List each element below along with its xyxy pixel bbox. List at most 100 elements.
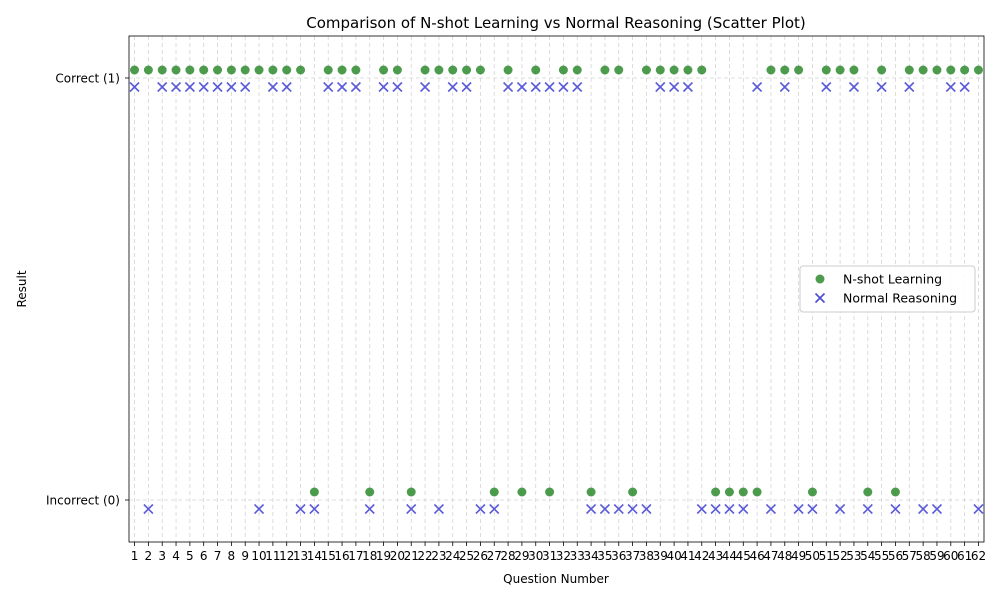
x-tick-label: 33 — [570, 549, 585, 563]
normal-reasoning-point — [226, 81, 237, 93]
x-tick-label: 3 — [158, 549, 166, 563]
x-tick-label: 37 — [625, 549, 640, 563]
x-tick-label: 17 — [348, 549, 363, 563]
normal-reasoning-point — [572, 81, 583, 93]
normal-reasoning-point — [530, 81, 541, 93]
normal-reasoning-point — [779, 81, 790, 93]
x-tick-label: 51 — [819, 549, 834, 563]
normal-reasoning-point — [682, 81, 693, 93]
normal-reasoning-point — [669, 81, 680, 93]
x-tick-label: 18 — [362, 549, 377, 563]
normal-reasoning-point — [475, 503, 486, 515]
n-shot-point — [545, 487, 555, 497]
n-shot-point — [849, 65, 859, 75]
normal-reasoning-point — [973, 503, 984, 515]
normal-reasoning-point — [184, 81, 195, 93]
n-shot-point — [558, 65, 568, 75]
n-shot-point — [683, 65, 693, 75]
x-tick-label: 16 — [334, 549, 349, 563]
plot-area-frame — [128, 35, 985, 543]
normal-reasoning-point — [503, 81, 514, 93]
n-shot-point — [641, 65, 651, 75]
x-tick-label: 6 — [200, 549, 208, 563]
n-shot-point — [973, 65, 983, 75]
normal-reasoning-point — [876, 81, 887, 93]
n-shot-point — [226, 65, 236, 75]
n-shot-point — [531, 65, 541, 75]
x-tick-label: 22 — [417, 549, 432, 563]
normal-reasoning-point — [267, 81, 278, 93]
x-tick-label: 26 — [473, 549, 488, 563]
n-shot-point — [669, 65, 679, 75]
normal-reasoning-point — [516, 81, 527, 93]
n-shot-point — [628, 487, 638, 497]
normal-reasoning-point — [240, 81, 251, 93]
n-shot-point — [738, 487, 748, 497]
normal-reasoning-point — [793, 503, 804, 515]
n-shot-point — [337, 65, 347, 75]
n-shot-point — [157, 65, 167, 75]
normal-reasoning-point — [890, 503, 901, 515]
normal-reasoning-point — [544, 81, 555, 93]
x-tick-label: 15 — [321, 549, 336, 563]
normal-reasoning-point — [281, 81, 292, 93]
normal-reasoning-point — [821, 81, 832, 93]
normal-reasoning-point — [461, 81, 472, 93]
n-shot-point — [185, 65, 195, 75]
x-tick-label: 34 — [583, 549, 598, 563]
legend-marker-normal — [814, 292, 826, 304]
x-tick-label: 56 — [888, 549, 903, 563]
legend-label-normal: Normal Reasoning — [843, 291, 957, 306]
axis-ticks: 1 2 3 4 5 6 7 8 9 1011121314151617181920212223242… — [46, 72, 986, 564]
x-tick-label: 38 — [639, 549, 654, 563]
x-tick-label: 8 — [228, 549, 236, 563]
x-tick-label: 24 — [445, 549, 460, 563]
normal-reasoning-point — [157, 81, 168, 93]
x-tick-label: 48 — [777, 549, 792, 563]
x-tick-label: 30 — [528, 549, 543, 563]
n-shot-point — [240, 65, 250, 75]
x-tick-label: 20 — [390, 549, 405, 563]
normal-reasoning-point — [447, 81, 458, 93]
legend-label-n-shot: N-shot Learning — [843, 272, 942, 287]
n-shot-point — [807, 487, 817, 497]
x-tick-label: 2 — [145, 549, 153, 563]
n-shot-point — [434, 65, 444, 75]
normal-reasoning-point — [918, 503, 929, 515]
n-shot-point — [863, 487, 873, 497]
normal-reasoning-point — [364, 503, 375, 515]
y-tick-label: Incorrect (0) — [46, 494, 120, 508]
normal-reasoning-point — [170, 81, 182, 93]
n-shot-point — [171, 65, 181, 75]
normal-reasoning-point — [655, 81, 666, 93]
n-shot-point — [323, 65, 333, 75]
n-shot-point — [890, 487, 900, 497]
n-shot-point — [462, 65, 472, 75]
x-tick-label: 4 — [172, 549, 180, 563]
normal-reasoning-point — [835, 503, 846, 515]
n-shot-point — [351, 65, 361, 75]
x-tick-label: 52 — [832, 549, 847, 563]
x-tick-label: 53 — [846, 549, 861, 563]
x-tick-label: 61 — [957, 549, 972, 563]
normal-reasoning-point — [710, 503, 721, 515]
normal-reasoning-point — [129, 81, 140, 93]
x-tick-label: 45 — [736, 549, 751, 563]
x-tick-label: 57 — [902, 549, 917, 563]
chart-title: Comparison of N-shot Learning vs Normal … — [306, 14, 805, 32]
normal-reasoning-point — [350, 81, 361, 93]
legend: N-shot Learning Normal Reasoning — [799, 265, 976, 313]
n-shot-point — [711, 487, 721, 497]
n-shot-point — [420, 65, 430, 75]
n-shot-point — [254, 65, 264, 75]
n-shot-point — [572, 65, 582, 75]
normal-reasoning-point — [378, 81, 389, 93]
normal-reasoning-point — [945, 81, 956, 93]
x-tick-label: 40 — [666, 549, 681, 563]
n-shot-point — [448, 65, 458, 75]
y-axis-label: Result — [15, 270, 29, 307]
normal-reasoning-point — [143, 503, 154, 515]
normal-reasoning-point — [212, 81, 223, 93]
data-series — [129, 65, 984, 515]
normal-reasoning-point — [724, 503, 735, 515]
